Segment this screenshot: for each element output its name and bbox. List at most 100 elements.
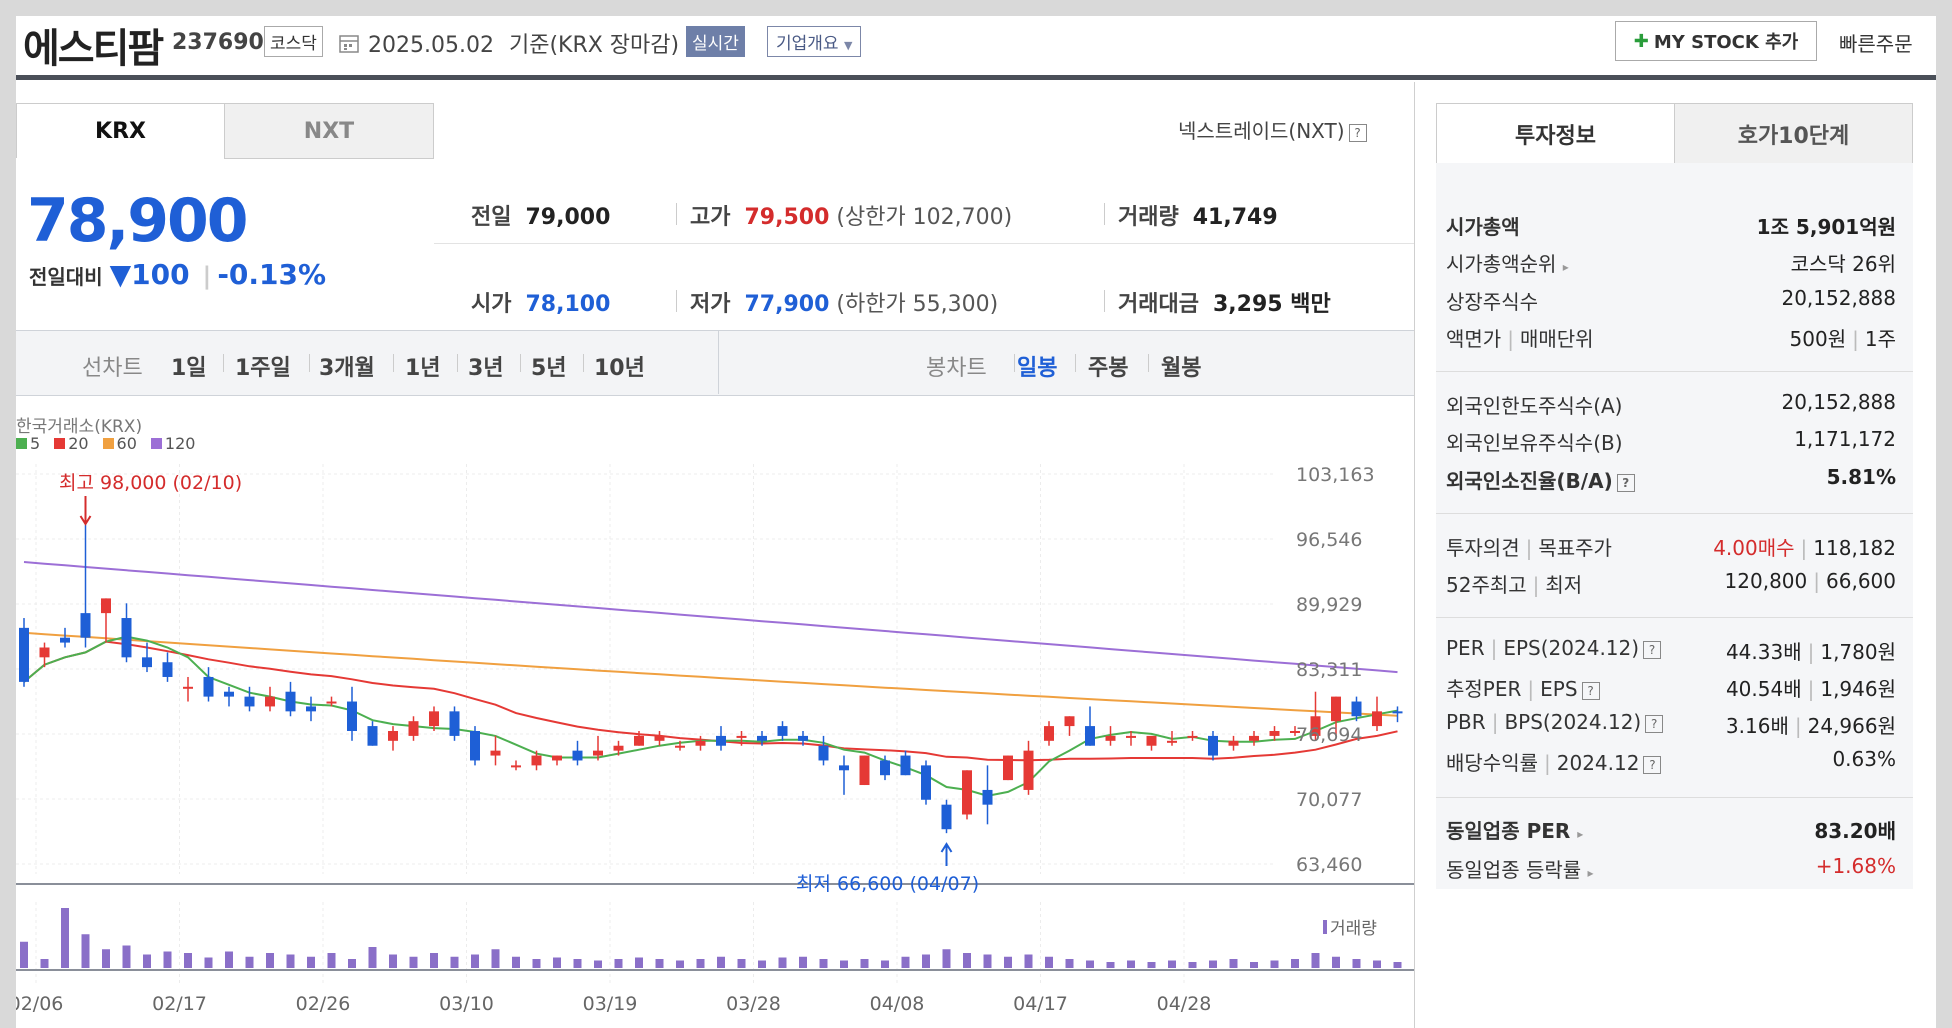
candle-body [1085,726,1095,746]
period-1y[interactable]: 1년 [405,356,441,381]
candle-body [1064,716,1075,727]
info-label[interactable]: 시가총액순위 ▸ [1446,248,1569,277]
candle-body [203,676,214,697]
stock-page: 에스티팜 237690 코스닥 2025.05.02 기준(KRX 장마감) 실… [16,16,1936,1028]
volume-swatch [1323,920,1327,934]
nextrade-info-link[interactable]: 넥스트레이드(NXT)? [1178,115,1367,144]
candle-body [757,735,767,741]
candle-weekly[interactable]: 주봉 [1088,356,1129,381]
period-1w[interactable]: 1주일 [235,356,291,381]
period-3y[interactable]: 3년 [468,356,504,381]
volume-bar [450,956,459,968]
period-5y[interactable]: 5년 [531,356,567,381]
price-chart[interactable]: 103,163 96,546 89,929 83,311 76,694 70,077 63,… [16,16,1414,1028]
info-label[interactable]: 동일업종 PER ▸ [1446,815,1583,844]
info-label-text: 추정PER [1446,677,1522,701]
stat-open: 시가 78,100 [471,286,610,318]
period-3m[interactable]: 3개월 [319,356,375,381]
legend-ma5: 5 [16,434,40,453]
info-label-text: 동일업종 PER [1446,819,1571,843]
max-arrow-head [79,515,92,526]
help-icon[interactable]: ? [1581,681,1600,700]
ma-legend: 5 20 60 120 [16,434,195,453]
volume-bar [1147,962,1156,968]
nextrade-label: 넥스트레이드(NXT) [1178,119,1345,143]
change-percent: -0.13% [217,258,327,291]
help-icon[interactable]: ? [1643,755,1662,774]
info-label-text: 2024.12 [1556,751,1640,775]
candle-body [408,721,419,736]
info-value-text: 0.63% [1832,747,1896,771]
candle-body [921,765,931,800]
info-label-text: PER [1446,636,1485,660]
volume-bar [1332,956,1340,968]
volume-bar [61,908,69,968]
help-icon[interactable]: ? [1643,640,1662,659]
info-value-text: 1,171,172 [1794,427,1896,451]
candle-body [470,730,480,761]
prev-label: 전일 [471,205,512,230]
tab-krx[interactable]: KRX [16,103,225,158]
legend-ma120-label: 120 [164,434,196,453]
info-label[interactable]: 외국인소진율(B/A)? [1446,465,1635,494]
info-section-divider [1436,797,1913,798]
y-tick-label: 63,460 [1296,854,1362,876]
info-label[interactable]: 배당수익률 | 2024.12? [1446,747,1662,776]
info-value: 0.63% [1832,747,1896,771]
candle-body [265,696,275,707]
period-1d[interactable]: 1일 [171,356,207,381]
info-value-text: +1.68% [1815,854,1896,878]
chart-plot-bg [16,476,1413,896]
tab-nxt[interactable]: NXT [224,103,434,159]
info-label-text: 외국인보유주식수(B) [1446,431,1623,455]
realtime-button[interactable]: 실시간 [686,26,745,57]
info-label[interactable]: PBR | BPS(2024.12)? [1446,710,1664,734]
period-separator [457,354,458,372]
pipe-separator: | [1800,536,1808,560]
volume-bar [676,960,684,968]
help-icon[interactable]: ? [1616,473,1635,492]
info-label[interactable]: 동일업종 등락률 ▸ [1446,854,1594,883]
candle-body [388,730,398,741]
candle-body [880,760,890,776]
price-change: 전일대비 ▼100 | -0.13% [29,258,326,291]
tab-invest-info[interactable]: 투자정보 [1436,103,1675,164]
candle-body [613,745,624,751]
info-label-text: BPS(2024.12) [1504,710,1642,734]
info-section-divider [1436,617,1913,618]
caret-right-icon: ▸ [1577,827,1584,841]
info-value-text: 66,600 [1826,569,1896,593]
volume-bar [922,954,930,968]
candle-body [777,726,788,736]
chart-source-label: 한국거래소(KRX) [16,417,143,437]
info-label-text: 상장주식수 [1446,290,1538,314]
info-label[interactable]: 추정PER | EPS? [1446,673,1600,702]
period-10y[interactable]: 10년 [594,356,645,381]
candle-body [1331,696,1341,722]
info-value-text: 44.33배 [1725,640,1802,664]
info-label-text: 투자의견 [1446,536,1520,560]
info-label: 52주최고 | 최저 [1446,569,1582,598]
candle-body [511,765,521,768]
candle-chart-label: 봉차트 [926,356,987,381]
info-label[interactable]: PER | EPS(2024.12)? [1446,636,1662,660]
candle-body [716,735,726,746]
help-icon[interactable]: ? [1645,714,1664,733]
tab-orderbook-10[interactable]: 호가10단계 [1674,103,1913,165]
info-label-text: 배당수익률 [1446,751,1538,775]
candle-body [121,618,132,658]
my-stock-add-button[interactable]: ✚ MY STOCK 추가 [1615,21,1817,61]
stat-separator [676,203,677,225]
base-date-value: 2025.05.02 [368,33,494,58]
candle-body [1269,730,1280,736]
info-value-text: 40.54배 [1725,677,1802,701]
company-overview-button[interactable]: 기업개요 ▼ [767,26,862,57]
legend-ma60-label: 60 [116,434,137,453]
help-icon[interactable]: ? [1348,123,1367,142]
candle-daily[interactable]: 일봉 [1017,356,1058,381]
quick-order-button[interactable]: 빠른주문 [1839,28,1913,57]
candle-body [224,691,234,697]
info-value: 20,152,888 [1781,390,1896,414]
volume-bar [1311,953,1320,968]
candle-monthly[interactable]: 월봉 [1161,356,1202,381]
